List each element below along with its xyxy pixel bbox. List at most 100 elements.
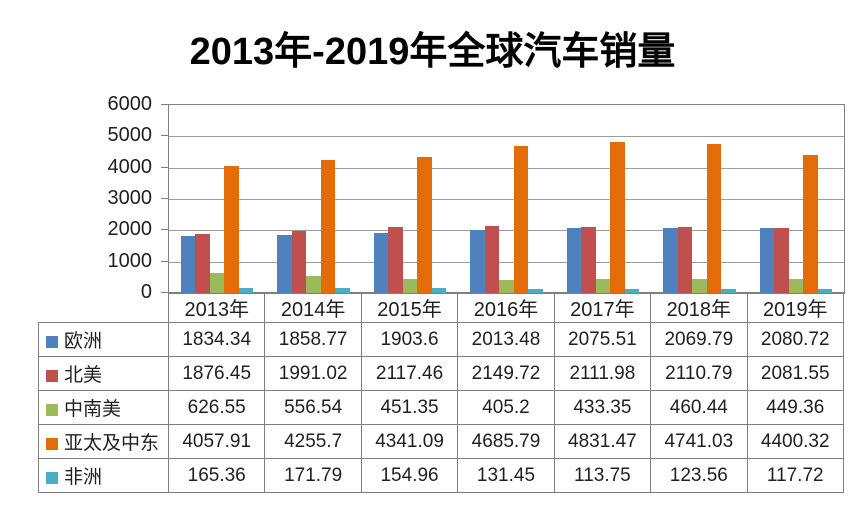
plot-area <box>168 104 845 294</box>
bar-group <box>748 105 844 293</box>
value-cell: 449.36 <box>746 390 844 425</box>
y-axis-tick <box>161 229 168 231</box>
legend-cell: 亚太及中东 <box>38 424 169 459</box>
value-cell: 171.79 <box>264 458 362 493</box>
value-cell: 405.2 <box>457 390 555 425</box>
value-cell: 4400.32 <box>746 424 844 459</box>
table-header-row: 2013年 2014年 2015年 2016年 2017年 2018年 2019年 <box>39 292 844 323</box>
series-name-label: 北美 <box>64 365 103 386</box>
value-cell: 2080.72 <box>746 322 844 357</box>
data-table-body: 2013年 2014年 2015年 2016年 2017年 2018年 2019年欧洲 183… <box>38 292 844 493</box>
bar-series-1 <box>388 226 403 293</box>
chart-title: 2013年-2019年全球汽车销量 <box>189 31 676 73</box>
bar-series-1 <box>484 225 500 293</box>
table-row: 欧洲 1834.34 1858.77 1903.6 2013.48 2075.51 2069… <box>38 322 844 357</box>
value-cell: 1858.77 <box>264 322 362 357</box>
gridline <box>169 261 844 263</box>
table-row: 中南美 626.55 556.54 451.35 405.2 433.35 460.44 44… <box>38 390 844 425</box>
table-row: 亚太及中东 4057.91 4255.7 4341.09 4685.79 4831.47 4… <box>38 424 844 459</box>
legend-cell: 欧洲 <box>38 322 169 357</box>
y-axis-label: 3000 <box>107 187 153 209</box>
bar-series-0 <box>470 229 485 293</box>
value-cell: 1876.45 <box>167 356 266 391</box>
y-axis-label: 1000 <box>107 249 153 272</box>
year-header-cell: 2015年 <box>360 292 459 323</box>
value-cell: 2110.79 <box>650 356 748 391</box>
bar-series-4 <box>238 287 254 293</box>
year-header-cell: 2017年 <box>553 292 652 323</box>
table-row: 北美 1876.45 1991.02 2117.46 2149.72 2111.98 211… <box>38 356 844 391</box>
value-cell: 117.72 <box>746 458 844 493</box>
bar-series-1 <box>195 234 210 293</box>
table-row: 非洲 165.36 171.79 154.96 131.45 113.75 123.56 11… <box>38 458 844 493</box>
bar-series-3 <box>610 141 625 293</box>
bar-series-1 <box>774 227 789 293</box>
value-cell: 2117.46 <box>360 356 459 391</box>
bar-series-1 <box>291 230 307 293</box>
bar-series-0 <box>566 227 582 293</box>
bar-group <box>651 105 747 293</box>
year-header-cell: 2018年 <box>650 292 748 323</box>
bar-group <box>555 105 651 293</box>
series-name-label: 非洲 <box>64 467 103 488</box>
bar-series-1 <box>677 226 693 293</box>
bar-series-2 <box>595 279 611 293</box>
bar-group <box>362 105 458 293</box>
value-cell: 131.45 <box>457 458 555 493</box>
bar-series-4 <box>431 288 447 293</box>
series-name-label: 亚太及中东 <box>64 433 160 454</box>
value-cell: 433.35 <box>553 390 652 425</box>
bar-series-0 <box>180 235 196 293</box>
y-axis-tick <box>161 292 168 293</box>
bar-series-2 <box>692 278 707 293</box>
value-cell: 1991.02 <box>264 356 362 391</box>
value-cell: 2013.48 <box>457 322 555 357</box>
year-header-cell: 2014年 <box>264 292 362 323</box>
value-cell: 4741.03 <box>650 424 748 459</box>
value-cell: 4831.47 <box>553 424 652 459</box>
value-cell: 123.56 <box>650 458 748 493</box>
value-cell: 451.35 <box>360 390 459 425</box>
y-axis-tick <box>161 104 168 105</box>
y-axis-label: 0 <box>140 281 152 303</box>
bar-series-4 <box>528 288 543 293</box>
gridline <box>169 136 844 138</box>
y-axis-label: 6000 <box>107 93 153 115</box>
bar-series-2 <box>499 280 514 293</box>
series-name-label: 欧洲 <box>64 331 103 352</box>
bar-series-0 <box>373 233 389 293</box>
value-cell: 460.44 <box>650 390 748 425</box>
y-axis-label: 5000 <box>107 124 153 147</box>
bar-series-0 <box>277 234 292 293</box>
bar-series-2 <box>306 275 321 293</box>
bar-series-2 <box>402 278 418 293</box>
value-cell: 2081.55 <box>746 356 844 391</box>
year-header-cell: 2013年 <box>167 292 266 323</box>
value-cell: 1903.6 <box>360 322 459 357</box>
bar-series-3 <box>803 155 818 293</box>
value-cell: 4255.7 <box>264 424 362 459</box>
y-axis-label: 4000 <box>107 155 153 178</box>
bar-series-3 <box>706 144 722 293</box>
value-cell: 2069.79 <box>650 322 748 357</box>
value-cell: 626.55 <box>167 390 266 425</box>
bar-series-4 <box>335 287 350 293</box>
value-cell: 1834.34 <box>167 322 266 357</box>
value-cell: 113.75 <box>553 458 652 493</box>
y-axis-tick <box>161 166 168 168</box>
value-cell: 2075.51 <box>553 322 652 357</box>
value-cell: 2111.98 <box>553 356 652 391</box>
series-name-label: 中南美 <box>64 399 122 420</box>
legend-cell: 非洲 <box>38 458 169 493</box>
bar-series-2 <box>788 278 804 293</box>
data-table: 2013年 2014年 2015年 2016年 2017年 2018年 2019年欧洲 183… <box>38 292 844 493</box>
value-cell: 165.36 <box>167 458 266 493</box>
y-axis-label: 2000 <box>107 218 153 241</box>
legend-cell: 北美 <box>38 356 169 391</box>
legend-cell: 中南美 <box>38 390 169 425</box>
value-cell: 4341.09 <box>360 424 459 459</box>
legend-swatch <box>46 336 58 348</box>
year-header-cell: 2019年 <box>746 292 844 323</box>
gridline <box>169 199 844 200</box>
